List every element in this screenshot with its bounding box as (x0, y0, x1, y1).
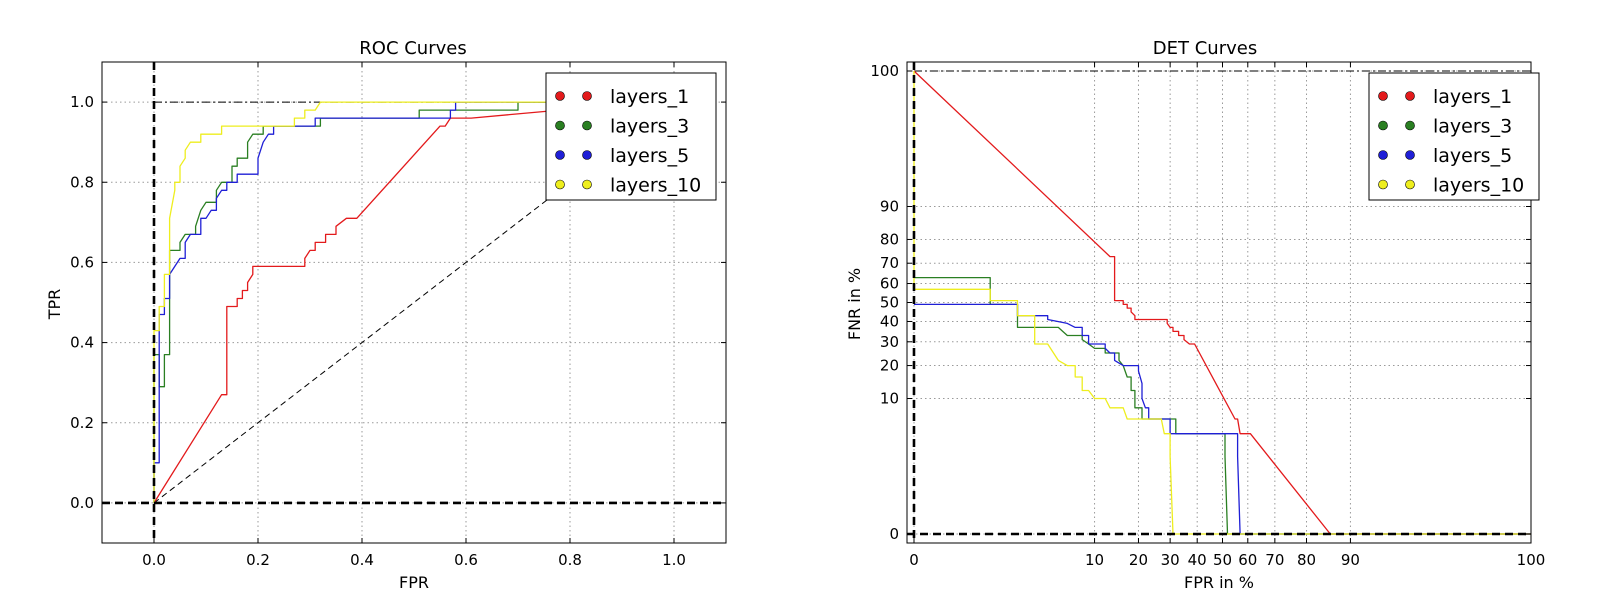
det-gridlines (907, 62, 1532, 543)
det-x-tick-label: 30 (1161, 551, 1180, 569)
det-y-tick-label: 40 (880, 312, 899, 330)
det-chart: DET Curves 0 10 20 30 40 50 60 70 80 90 1000102030… (845, 38, 1545, 592)
legend-marker (1378, 120, 1388, 131)
det-x-tick-label: 0 (909, 551, 919, 569)
det-title: DET Curves (1153, 38, 1257, 59)
legend-box (545, 72, 717, 201)
roc-y-tick-label: 0.6 (70, 253, 94, 271)
roc-chart: ROC Curves 0.0 0.2 0.4 0.6 0.8 1.00.00.20.40.… (45, 38, 727, 592)
det-y-tick-label: 90 (880, 197, 899, 215)
roc-x-tick-label: 0.2 (246, 551, 270, 569)
roc-title: ROC Curves (359, 38, 466, 59)
det-y-tick-label: 80 (880, 230, 899, 248)
det-series-layers_10 (913, 71, 1531, 535)
det-x-axis-label: FPR in % (1184, 573, 1254, 592)
legend-label: layers_3 (610, 116, 689, 138)
legend-label: layers_5 (1433, 145, 1512, 167)
det-x-tick-label: 40 (1188, 551, 1207, 569)
det-y-tick-label: 50 (880, 294, 899, 312)
legend-marker (555, 179, 565, 190)
det-y-tick-label: 60 (880, 275, 899, 293)
roc-y-tick-label: 0.2 (70, 414, 94, 432)
roc-series-lines (102, 62, 726, 543)
legend-marker (555, 91, 565, 101)
legend-marker (555, 120, 565, 131)
legend-label: layers_1 (610, 86, 689, 108)
det-y-tick-label: 100 (870, 62, 899, 80)
legend-marker (1378, 179, 1388, 190)
legend-marker (582, 150, 592, 160)
legend-marker (582, 179, 592, 190)
det-series-layers_5 (914, 303, 1531, 535)
det-series-lines (907, 62, 1531, 543)
legend-marker (1405, 120, 1415, 131)
det-x-tick-label: 10 (1085, 551, 1104, 569)
roc-series-layers_10 (153, 101, 674, 503)
det-series-layers_3 (914, 276, 1531, 535)
legend-marker (582, 120, 592, 131)
roc-x-tick-label: 1.0 (662, 551, 686, 569)
roc-y-axis-label: TPR (45, 289, 64, 321)
legend-label: layers_10 (1433, 175, 1524, 197)
det-x-tick-label: 50 (1213, 551, 1232, 569)
det-y-axis-label: FNR in % (845, 268, 864, 340)
det-x-tick-label: 60 (1238, 551, 1257, 569)
legend-label: layers_10 (610, 175, 701, 197)
roc-series-layers_3 (153, 101, 674, 503)
roc-ticks: 0.0 0.2 0.4 0.6 0.8 1.0 0.0 0.2 0.4 0.6 0.8 1.0 (70, 62, 726, 569)
legend-marker (1405, 150, 1415, 160)
legend-label: layers_3 (1433, 116, 1512, 138)
roc-y-tick-label: 0.0 (70, 494, 94, 512)
det-y-tick-label: 20 (880, 357, 899, 375)
legend-marker (1378, 91, 1388, 101)
legend-marker (1405, 91, 1415, 101)
det-y-tick-label: 0 (889, 525, 899, 543)
legend-marker (582, 91, 592, 101)
det-y-tick-label: 70 (880, 254, 899, 272)
det-x-tick-label: 20 (1129, 551, 1148, 569)
det-x-tick-label: 70 (1265, 551, 1284, 569)
det-x-tick-label: 90 (1341, 551, 1360, 569)
roc-x-tick-label: 0.0 (142, 551, 166, 569)
roc-y-tick-label: 0.4 (70, 334, 94, 352)
legend-marker (1405, 179, 1415, 190)
det-series-layers_1 (913, 70, 1531, 535)
det-legend: layers_1 layers_3 layers_5 layers_10 (1368, 72, 1540, 201)
legend-box (1368, 72, 1540, 201)
roc-legend: layers_1 layers_3 layers_5 layers_10 (545, 72, 717, 201)
det-y-tick-label: 30 (880, 333, 899, 351)
legend-label: layers_1 (1433, 86, 1512, 108)
det-x-tick-label: 100 (1517, 551, 1546, 569)
roc-x-axis-label: FPR (399, 573, 429, 592)
roc-x-tick-label: 0.6 (454, 551, 478, 569)
roc-series-layers_5 (153, 101, 674, 503)
roc-x-tick-label: 0.8 (558, 551, 582, 569)
roc-y-tick-label: 0.8 (70, 173, 94, 191)
det-ticks: 0 10 20 30 40 50 60 70 80 90 100010203040506070809… (870, 62, 1545, 569)
roc-y-tick-label: 1.0 (70, 93, 94, 111)
det-y-tick-label: 10 (880, 390, 899, 408)
det-x-tick-label: 80 (1297, 551, 1316, 569)
legend-label: layers_5 (610, 145, 689, 167)
roc-plot-frame (101, 61, 727, 544)
roc-x-tick-label: 0.4 (350, 551, 374, 569)
legend-marker (1378, 150, 1388, 160)
legend-marker (555, 150, 565, 160)
